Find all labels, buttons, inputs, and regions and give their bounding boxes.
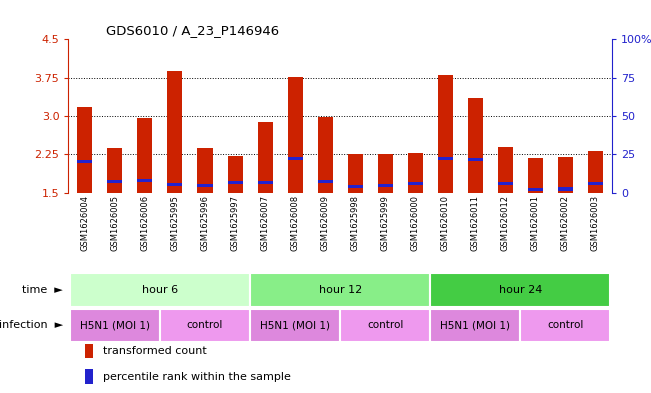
Bar	[378, 154, 393, 193]
Bar	[167, 184, 182, 186]
Bar	[137, 119, 152, 193]
Text: GDS6010 / A_23_P146946: GDS6010 / A_23_P146946	[106, 24, 279, 37]
Bar	[408, 153, 422, 193]
Bar	[498, 182, 513, 185]
Bar	[107, 180, 122, 183]
Bar	[348, 154, 363, 193]
Bar	[70, 309, 160, 342]
Bar	[70, 273, 250, 307]
Bar	[250, 273, 430, 307]
Text: time  ►: time ►	[22, 285, 63, 295]
Text: hour 12: hour 12	[318, 285, 362, 295]
Bar	[340, 309, 430, 342]
Bar	[318, 118, 333, 193]
Text: H5N1 (MOI 1): H5N1 (MOI 1)	[260, 320, 330, 330]
Bar	[408, 182, 422, 185]
Bar	[160, 309, 250, 342]
Bar	[258, 122, 273, 193]
Bar	[558, 157, 573, 193]
Text: percentile rank within the sample: percentile rank within the sample	[103, 372, 291, 382]
Bar	[430, 309, 520, 342]
Bar	[348, 185, 363, 188]
Bar	[318, 180, 333, 183]
Text: H5N1 (MOI 1): H5N1 (MOI 1)	[440, 320, 510, 330]
Bar	[468, 158, 483, 162]
Bar	[528, 158, 543, 193]
Bar	[250, 309, 340, 342]
Bar	[197, 184, 212, 187]
Bar	[228, 156, 243, 193]
Bar	[85, 344, 93, 358]
Text: hour 24: hour 24	[499, 285, 542, 295]
Text: transformed count: transformed count	[103, 346, 206, 356]
Bar	[107, 148, 122, 193]
Bar	[437, 157, 452, 160]
Bar	[558, 187, 573, 191]
Bar	[288, 157, 303, 160]
Text: control: control	[367, 320, 404, 330]
Bar	[77, 160, 92, 163]
Bar	[378, 184, 393, 187]
Bar	[430, 273, 611, 307]
Bar	[197, 148, 212, 193]
Bar	[85, 369, 93, 384]
Bar	[588, 151, 603, 193]
Bar	[228, 181, 243, 184]
Bar	[288, 77, 303, 193]
Bar	[437, 75, 452, 193]
Bar	[77, 107, 92, 193]
Text: control: control	[187, 320, 223, 330]
Bar	[167, 72, 182, 193]
Bar	[498, 147, 513, 193]
Text: H5N1 (MOI 1): H5N1 (MOI 1)	[80, 320, 150, 330]
Bar	[588, 182, 603, 185]
Bar	[258, 181, 273, 184]
Text: hour 6: hour 6	[142, 285, 178, 295]
Bar	[520, 309, 611, 342]
Bar	[528, 188, 543, 191]
Bar	[137, 179, 152, 182]
Bar	[468, 98, 483, 193]
Text: control: control	[547, 320, 583, 330]
Text: infection  ►: infection ►	[0, 320, 63, 330]
